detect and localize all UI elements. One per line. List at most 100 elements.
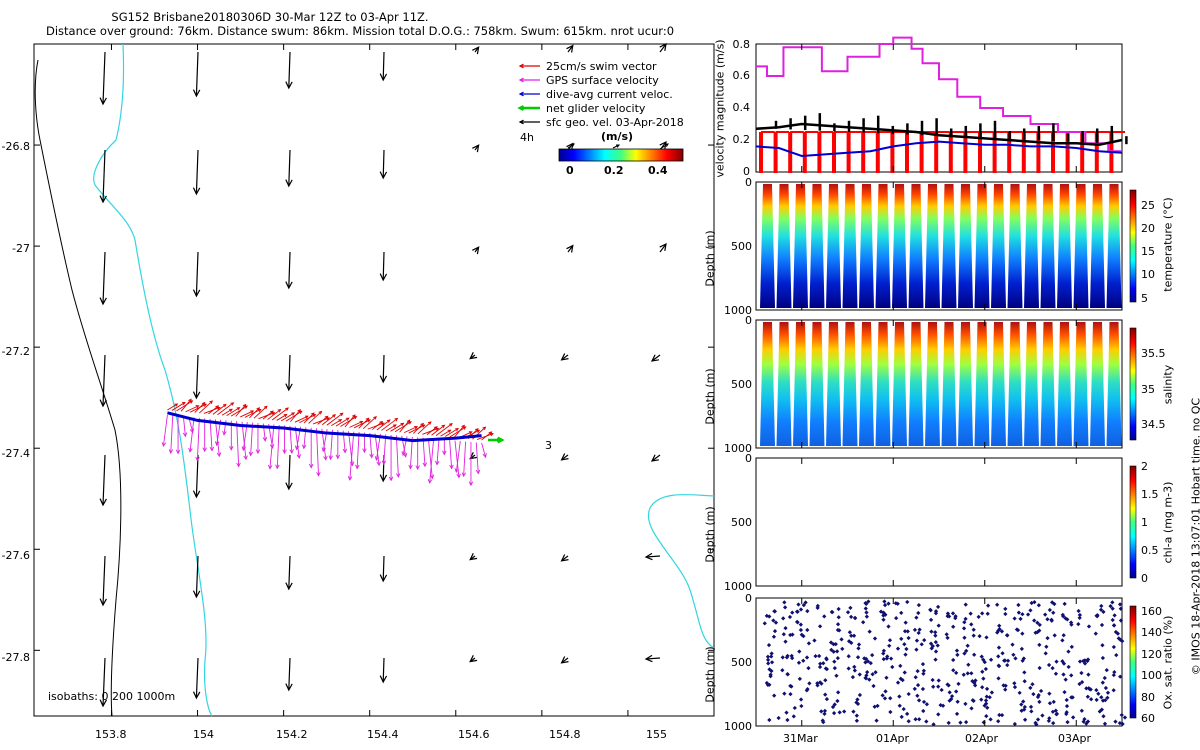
ox-cbar-tick: 80	[1141, 691, 1155, 704]
swim-vector-head	[433, 426, 438, 430]
map-xtick: 154.6	[458, 728, 490, 741]
oxygen-point	[996, 719, 1001, 724]
swim-vector	[290, 409, 301, 423]
gps-velocity-arrow-head	[262, 436, 268, 442]
geo-arrow-head	[192, 691, 201, 700]
oxygen-point	[1088, 697, 1094, 702]
oxygen-point	[790, 610, 795, 615]
profile-strip	[875, 184, 891, 308]
swim-vector-head	[427, 421, 432, 425]
swim-vector	[321, 414, 336, 426]
geo-arrow-head	[566, 244, 574, 253]
geo-arrow-head	[192, 89, 201, 98]
chla-ylabel: Depth (m)	[703, 506, 717, 563]
oxygen-point	[836, 615, 841, 620]
legend-glyph-head	[518, 77, 524, 83]
temp-ytick: 1000	[724, 304, 752, 317]
ox-cbar-tick: 60	[1141, 712, 1155, 725]
gps-velocity-arrow	[289, 425, 293, 454]
chla-cbar-tick: 2	[1141, 460, 1148, 473]
oxygen-point	[1011, 652, 1016, 657]
oxygen-point	[768, 674, 773, 679]
swim-vector	[276, 414, 287, 421]
oxygen-point	[1030, 682, 1035, 687]
time-series-panels	[755, 36, 1137, 727]
profile-strip	[1040, 322, 1056, 446]
oxygen-point	[1063, 677, 1068, 682]
swim-vector	[299, 414, 316, 424]
gps-velocity-arrow	[395, 435, 399, 477]
oxygen-point	[796, 602, 801, 607]
profile-strip	[991, 322, 1006, 446]
oxygen-point	[995, 602, 1000, 607]
profile-strip	[776, 322, 792, 446]
profile-strip	[826, 184, 841, 308]
oxygen-point	[822, 708, 828, 714]
oxygen-point	[1019, 646, 1024, 652]
oxygen-point	[1064, 710, 1069, 715]
swim-vector-head	[468, 431, 473, 435]
geo-arrow-head	[285, 81, 293, 90]
swim-vector	[198, 400, 213, 414]
profile-strip	[974, 322, 990, 446]
swim-vector	[431, 424, 445, 436]
map-legend	[517, 63, 669, 150]
ox-cbar-tick: 140	[1141, 626, 1162, 639]
map-xtick: 154.2	[276, 728, 308, 741]
oxygen-point	[984, 714, 989, 719]
geo-arrow	[195, 251, 199, 297]
gps-velocity-arrow-head	[275, 464, 280, 470]
swim-speed-line	[788, 131, 804, 173]
geo-arrow	[382, 149, 385, 179]
geo-arrow-head	[560, 353, 569, 361]
oxygen-point	[988, 657, 994, 662]
gps-velocity-arrow-head	[415, 465, 420, 471]
oxygen-point	[988, 717, 993, 722]
geo-arrow-head	[469, 553, 478, 561]
swim-vector-head	[285, 407, 289, 411]
oxygen-point	[1022, 717, 1028, 722]
oxygen-point	[1085, 694, 1090, 699]
swim-vector-head	[441, 424, 446, 429]
oxygen-point	[1005, 658, 1011, 663]
swim-vector-head	[379, 420, 384, 425]
swim-vector	[381, 418, 398, 431]
swim-vector	[344, 414, 356, 428]
swim-vector	[358, 417, 369, 429]
oxygen-point	[1077, 681, 1082, 687]
oxygen-point	[1101, 609, 1106, 615]
isobath-cyan	[93, 43, 213, 717]
swim-vector-head	[230, 402, 235, 406]
profile-strip	[925, 322, 940, 446]
geo-arrow-head	[644, 552, 653, 561]
chla-ytick: 0	[745, 452, 752, 465]
oxygen-point	[1082, 716, 1087, 722]
geo-arrow	[561, 657, 569, 664]
profile-strip	[991, 184, 1006, 308]
swim-vector-head	[181, 401, 186, 406]
geo-arrow-head	[566, 142, 574, 151]
profile-strip	[842, 184, 858, 308]
swim-vector-head	[482, 426, 487, 431]
geo-velocity-arrows	[99, 42, 667, 708]
gps-velocity-arrow-head	[355, 464, 360, 470]
vel-ytick: 0.2	[732, 133, 751, 146]
cbar-arrow	[567, 143, 575, 149]
geo-arrow	[382, 657, 385, 683]
oxygen-point	[1019, 702, 1024, 707]
oxygen-point	[981, 657, 986, 662]
ox-ytick: 1000	[724, 720, 752, 733]
swim-vector	[426, 426, 438, 436]
geo-arrow	[195, 354, 199, 399]
swim-vector-head	[455, 428, 460, 432]
swim-vector	[217, 402, 234, 416]
oxygen-point	[986, 603, 991, 608]
gps-velocity-arrow-head	[461, 472, 467, 478]
oxygen-point	[785, 672, 790, 677]
oxygen-point	[1015, 628, 1021, 633]
geo-arrow-head	[659, 140, 667, 149]
map-ytick: -27.4	[1, 447, 30, 460]
oxygen-point	[954, 689, 959, 694]
gps-velocity-arrow	[475, 442, 479, 474]
oxygen-point	[1003, 611, 1008, 617]
